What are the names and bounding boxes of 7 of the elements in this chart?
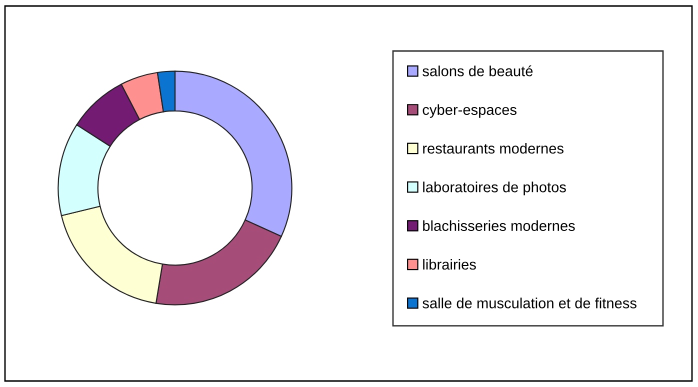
legend-label: cyber-espaces	[422, 104, 516, 118]
legend-label: salle de musculation et de fitness	[422, 298, 636, 308]
legend-label: blachisseries modernes	[423, 220, 575, 232]
legend-label: restaurants modernes	[423, 142, 564, 154]
legend-label: salons de beauté	[422, 65, 533, 76]
legend-label: librairies	[423, 258, 476, 270]
legend-label: laboratoires de photos	[423, 182, 566, 196]
